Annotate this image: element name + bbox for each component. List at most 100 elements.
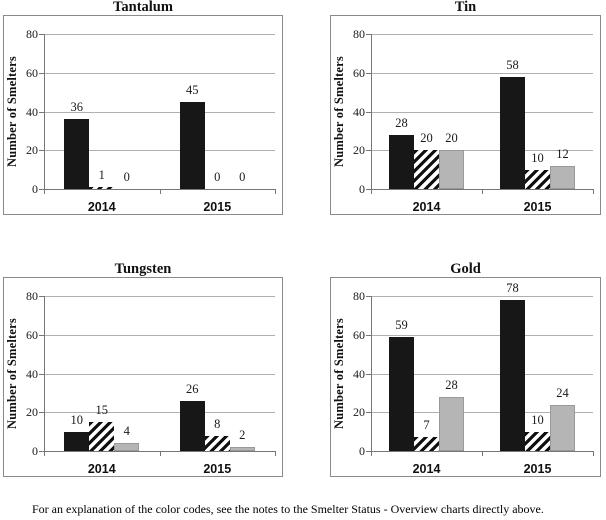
bar-value-label: 10 [70, 412, 84, 427]
y-tick-label: 0 [32, 182, 38, 196]
gridline [44, 150, 275, 152]
y-axis-tick [39, 111, 44, 113]
y-tick-label: 20 [353, 405, 365, 420]
y-axis-tick [39, 72, 44, 74]
gridline [371, 334, 593, 336]
y-tick-label: 80 [26, 27, 38, 41]
gridline [44, 111, 275, 113]
y-axis-tick [366, 150, 371, 152]
bar-gray-2015 [550, 404, 575, 451]
chart-gold: Number of Smelters 0 20 40 60 80 59 7 28 2014 78 1… [330, 277, 601, 477]
y-axis-tick [39, 412, 44, 414]
x-axis-tick [371, 189, 372, 194]
bar-black-2015 [179, 400, 205, 451]
chart-tantalum: Number of Smelters 0 20 40 60 80 36 1 0 2014 45 0 0… [3, 15, 283, 215]
bar-black-2015 [179, 101, 205, 189]
x-axis-tick [159, 451, 161, 456]
bar-value-label: 0 [214, 170, 221, 184]
y-tick-label: 60 [26, 327, 38, 342]
bar-hatch-2014 [89, 421, 115, 451]
chart-tin: Number of Smelters 0 20 40 60 80 28 20 20 2014 58… [330, 15, 601, 215]
y-tick-label: 20 [26, 405, 38, 420]
bar-value-label: 58 [506, 57, 519, 72]
bar-black-2014 [64, 119, 90, 189]
bar-value-label: 28 [395, 115, 408, 130]
y-tick-label: 80 [26, 289, 38, 303]
y-axis-line [44, 34, 45, 189]
bar-gray-2014 [439, 396, 464, 451]
gridline [371, 72, 593, 74]
category-label: 2015 [203, 200, 232, 214]
chart-title-tin: Tin [454, 0, 477, 15]
bar-hatch-2014 [414, 437, 439, 451]
bar-black-2015 [500, 299, 525, 451]
y-tick-label: 60 [26, 65, 38, 80]
bar-black-2014 [389, 336, 414, 451]
bar-value-label: 12 [556, 146, 569, 161]
category-label: 2015 [523, 200, 552, 214]
y-tick-label: 40 [353, 366, 365, 381]
category-label: 2015 [523, 462, 552, 476]
y-axis-tick [366, 111, 371, 113]
y-axis-tick [39, 334, 44, 336]
y-tick-label: 60 [353, 327, 365, 342]
y-axis-tick [366, 412, 371, 414]
bar-value-label: 45 [186, 82, 199, 97]
gridline [44, 72, 275, 74]
color-codes-note: For an explanation of the color codes, s… [32, 502, 544, 516]
bar-hatch-2014 [414, 150, 439, 189]
bar-value-label: 0 [239, 170, 246, 184]
gridline [371, 373, 593, 375]
x-axis-tick [159, 189, 161, 194]
y-tick-label: 0 [359, 444, 365, 458]
gridline [44, 296, 275, 297]
chart-title-gold: Gold [450, 261, 481, 277]
bar-value-label: 10 [531, 150, 544, 165]
y-axis-line [371, 296, 372, 451]
y-axis-tick [39, 373, 44, 375]
gridline [371, 111, 593, 113]
y-axis-tick [366, 72, 371, 74]
category-label: 2015 [203, 462, 232, 476]
y-axis-line [44, 296, 45, 451]
bar-value-label: 0 [123, 170, 130, 184]
y-axis-tick [39, 34, 44, 35]
bar-value-label: 1 [98, 168, 105, 183]
y-tick-label: 0 [32, 444, 38, 458]
x-axis-tick [371, 451, 372, 456]
y-tick-label: 20 [353, 143, 365, 158]
gridline [371, 150, 593, 152]
bar-value-label: 20 [420, 131, 433, 146]
category-label: 2014 [87, 462, 116, 476]
bar-hatch-2015 [525, 431, 550, 451]
x-axis-tick [275, 451, 276, 456]
bar-value-label: 24 [556, 385, 569, 400]
category-label: 2014 [412, 200, 441, 214]
chart-panel-gold: Gold Number of Smelters 0 20 40 60 80 59 7 28 20… [330, 262, 601, 477]
y-tick-label: 0 [359, 182, 365, 196]
y-axis-tick [39, 150, 44, 152]
chart-panel-tantalum: Tantalum Number of Smelters 0 20 40 60 80 36 1… [3, 0, 283, 215]
gridline [44, 34, 275, 35]
category-label: 2014 [87, 200, 116, 214]
gridline [371, 412, 593, 414]
x-axis-tick [44, 451, 45, 456]
x-axis-tick [593, 451, 594, 456]
y-tick-label: 80 [353, 289, 365, 303]
bar-value-label: 26 [186, 381, 199, 396]
bar-hatch-2015 [525, 169, 550, 189]
gridline [44, 412, 275, 414]
bar-value-label: 2 [239, 428, 246, 443]
x-axis-tick [593, 189, 594, 194]
bar-gray-2014 [439, 150, 464, 189]
gridline [44, 373, 275, 375]
y-axis-tick [39, 189, 44, 190]
chart-title-tantalum: Tantalum [113, 0, 173, 15]
y-axis-tick [366, 189, 371, 190]
bar-value-label: 8 [214, 416, 221, 431]
bar-hatch-2014 [89, 187, 115, 189]
bar-hatch-2015 [204, 435, 230, 451]
y-tick-label: 40 [353, 104, 365, 119]
bar-value-label: 10 [531, 412, 544, 427]
